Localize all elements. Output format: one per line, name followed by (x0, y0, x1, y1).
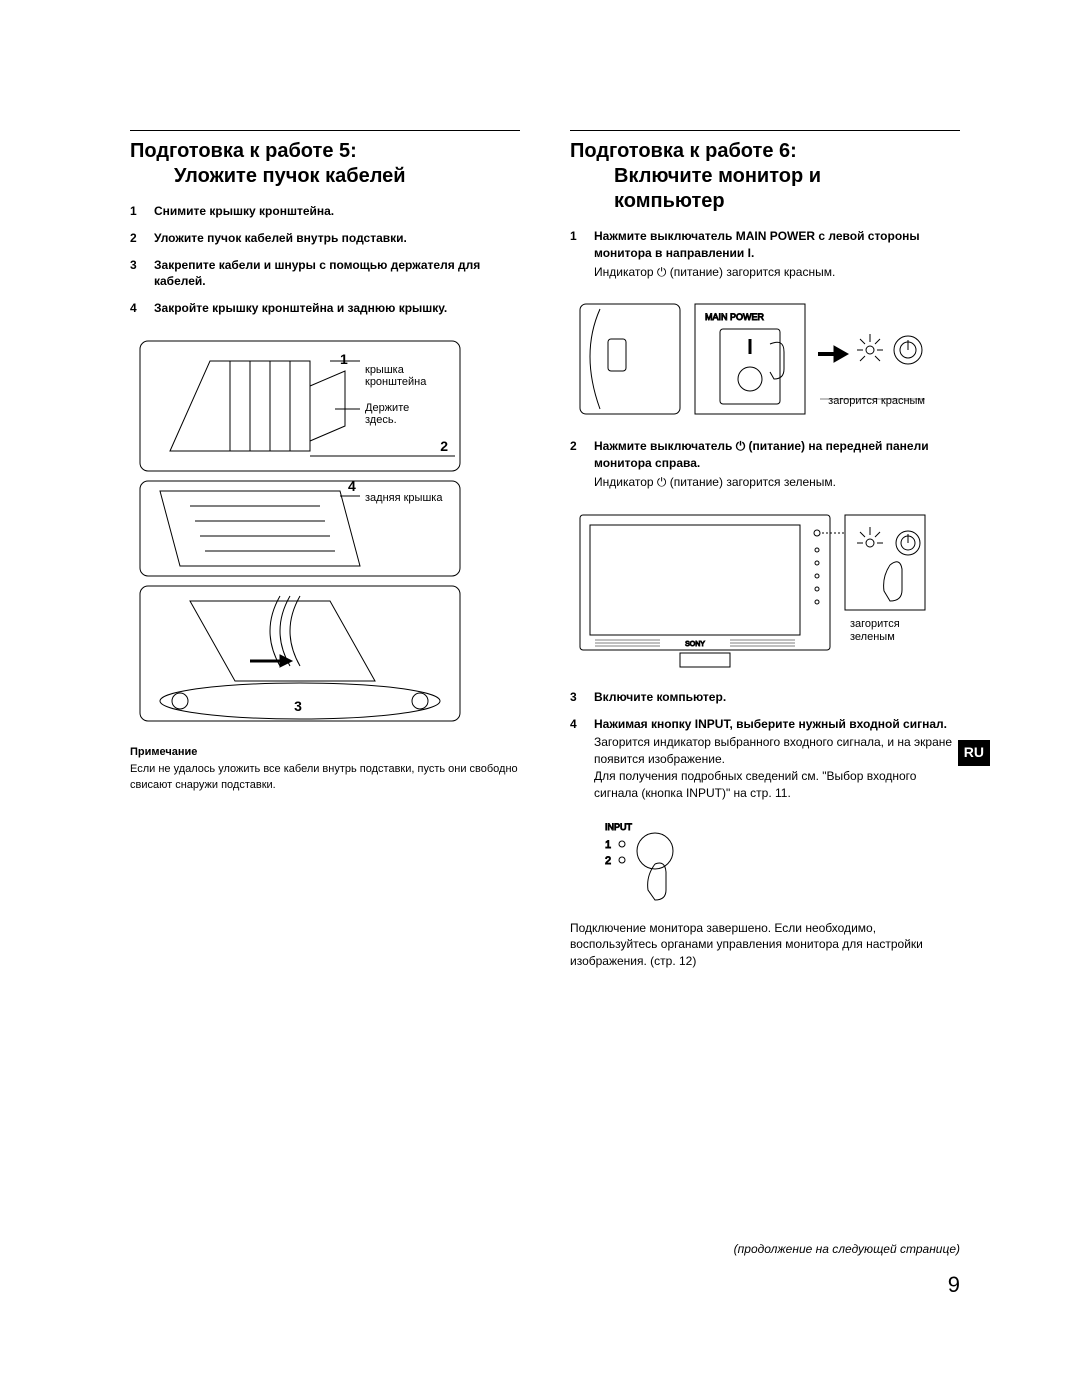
step-number: 1 (130, 203, 144, 220)
heading-line: компьютер (570, 189, 960, 214)
step-text: Снимите крышку кронштейна. (154, 204, 334, 218)
callout-2: 2 (440, 438, 448, 454)
page-columns: Подготовка к работе 5: Уложите пучок каб… (130, 130, 960, 970)
figure-caption: загорится красным (828, 395, 925, 407)
step-number: 1 (570, 228, 584, 280)
right-column: Подготовка к работе 6: Включите монитор … (570, 130, 960, 970)
label-text: крышка (365, 364, 405, 376)
input-index: 2 (605, 855, 611, 867)
heading-line: Подготовка к работе 6: (570, 140, 797, 162)
step-text: Нажмите выключатель MAIN POWER c левой с… (594, 229, 920, 260)
step-number: 3 (130, 257, 144, 291)
continued-text: (продолжение на следующей странице) (130, 1241, 960, 1258)
step-text: Закройте крышку кронштейна и заднюю крыш… (154, 301, 447, 315)
page-number: 9 (948, 1272, 960, 1297)
note-heading: Примечание (130, 745, 520, 760)
step-number: 4 (570, 716, 584, 802)
callout-1: 1 (340, 351, 348, 367)
callout-4: 4 (348, 478, 356, 494)
step-item: 3 Закрепите кабели и шнуры c помощью дер… (130, 257, 520, 291)
step-text: Уложите пучок кабелей внутрь подставки. (154, 231, 407, 245)
page-footer: (продолжение на следующей странице) 9 (130, 1241, 960, 1301)
figure-cable-routing: 1 крышка кронштейна Держите здесь. 2 4 з… (130, 331, 520, 731)
figure-front-power: SONY (570, 505, 960, 675)
step-item: 3 Включите компьютер. (570, 689, 960, 706)
note-body: Если не удалось уложить все кабели внутр… (130, 762, 520, 793)
figure-caption: зеленым (850, 631, 895, 643)
step-subtext: Индикатор ⏻ (питание) загорится красным. (594, 264, 960, 281)
section5-heading: Подготовка к работе 5: Уложите пучок каб… (130, 139, 520, 189)
left-column: Подготовка к работе 5: Уложите пучок каб… (130, 130, 520, 970)
step-subtext: Загорится индикатор выбранного входного … (594, 734, 960, 801)
step-text: Включите компьютер. (594, 690, 726, 704)
heading-line: Подготовка к работе 5: (130, 140, 357, 162)
section-divider (130, 130, 520, 131)
step-number: 4 (130, 300, 144, 317)
language-badge: RU (958, 740, 990, 766)
input-index: 1 (605, 839, 611, 851)
step-item: 1 Нажмите выключатель MAIN POWER c левой… (570, 228, 960, 280)
main-power-label: MAIN POWER (705, 312, 765, 322)
label-text: кронштейна (365, 376, 427, 388)
figure-caption: загорится (850, 618, 900, 630)
brand-label: SONY (685, 641, 705, 648)
step-text: Нажмите выключатель ⏻ (питание) на перед… (594, 439, 929, 470)
label-text: задняя крышка (365, 492, 443, 504)
heading-line: Уложите пучок кабелей (130, 164, 520, 189)
figure-main-power: MAIN POWER (570, 294, 960, 424)
closing-text: Подключение монитора завершено. Если нео… (570, 920, 960, 970)
step-text: Нажимая кнопку INPUT, выберите нужный вх… (594, 717, 947, 731)
step-item: 2 Уложите пучок кабелей внутрь подставки… (130, 230, 520, 247)
input-label: INPUT (605, 822, 633, 832)
step-item: 4 Нажимая кнопку INPUT, выберите нужный … (570, 716, 960, 802)
callout-3: 3 (294, 698, 302, 714)
step-item: 1 Снимите крышку кронштейна. (130, 203, 520, 220)
step-number: 3 (570, 689, 584, 706)
step-number: 2 (570, 438, 584, 490)
figure-input-button: INPUT 1 2 (570, 816, 960, 906)
section-divider (570, 130, 960, 131)
step-subtext: Индикатор ⏻ (питание) загорится зеленым. (594, 474, 960, 491)
step-number: 2 (130, 230, 144, 247)
section6-heading: Подготовка к работе 6: Включите монитор … (570, 139, 960, 214)
step-item: 2 Нажмите выключатель ⏻ (питание) на пер… (570, 438, 960, 490)
step-text: Закрепите кабели и шнуры c помощью держа… (154, 258, 480, 289)
label-text: здесь. (365, 414, 397, 426)
step-item: 4 Закройте крышку кронштейна и заднюю кр… (130, 300, 520, 317)
label-text: Держите (365, 402, 409, 414)
heading-line: Включите монитор и (570, 164, 960, 189)
